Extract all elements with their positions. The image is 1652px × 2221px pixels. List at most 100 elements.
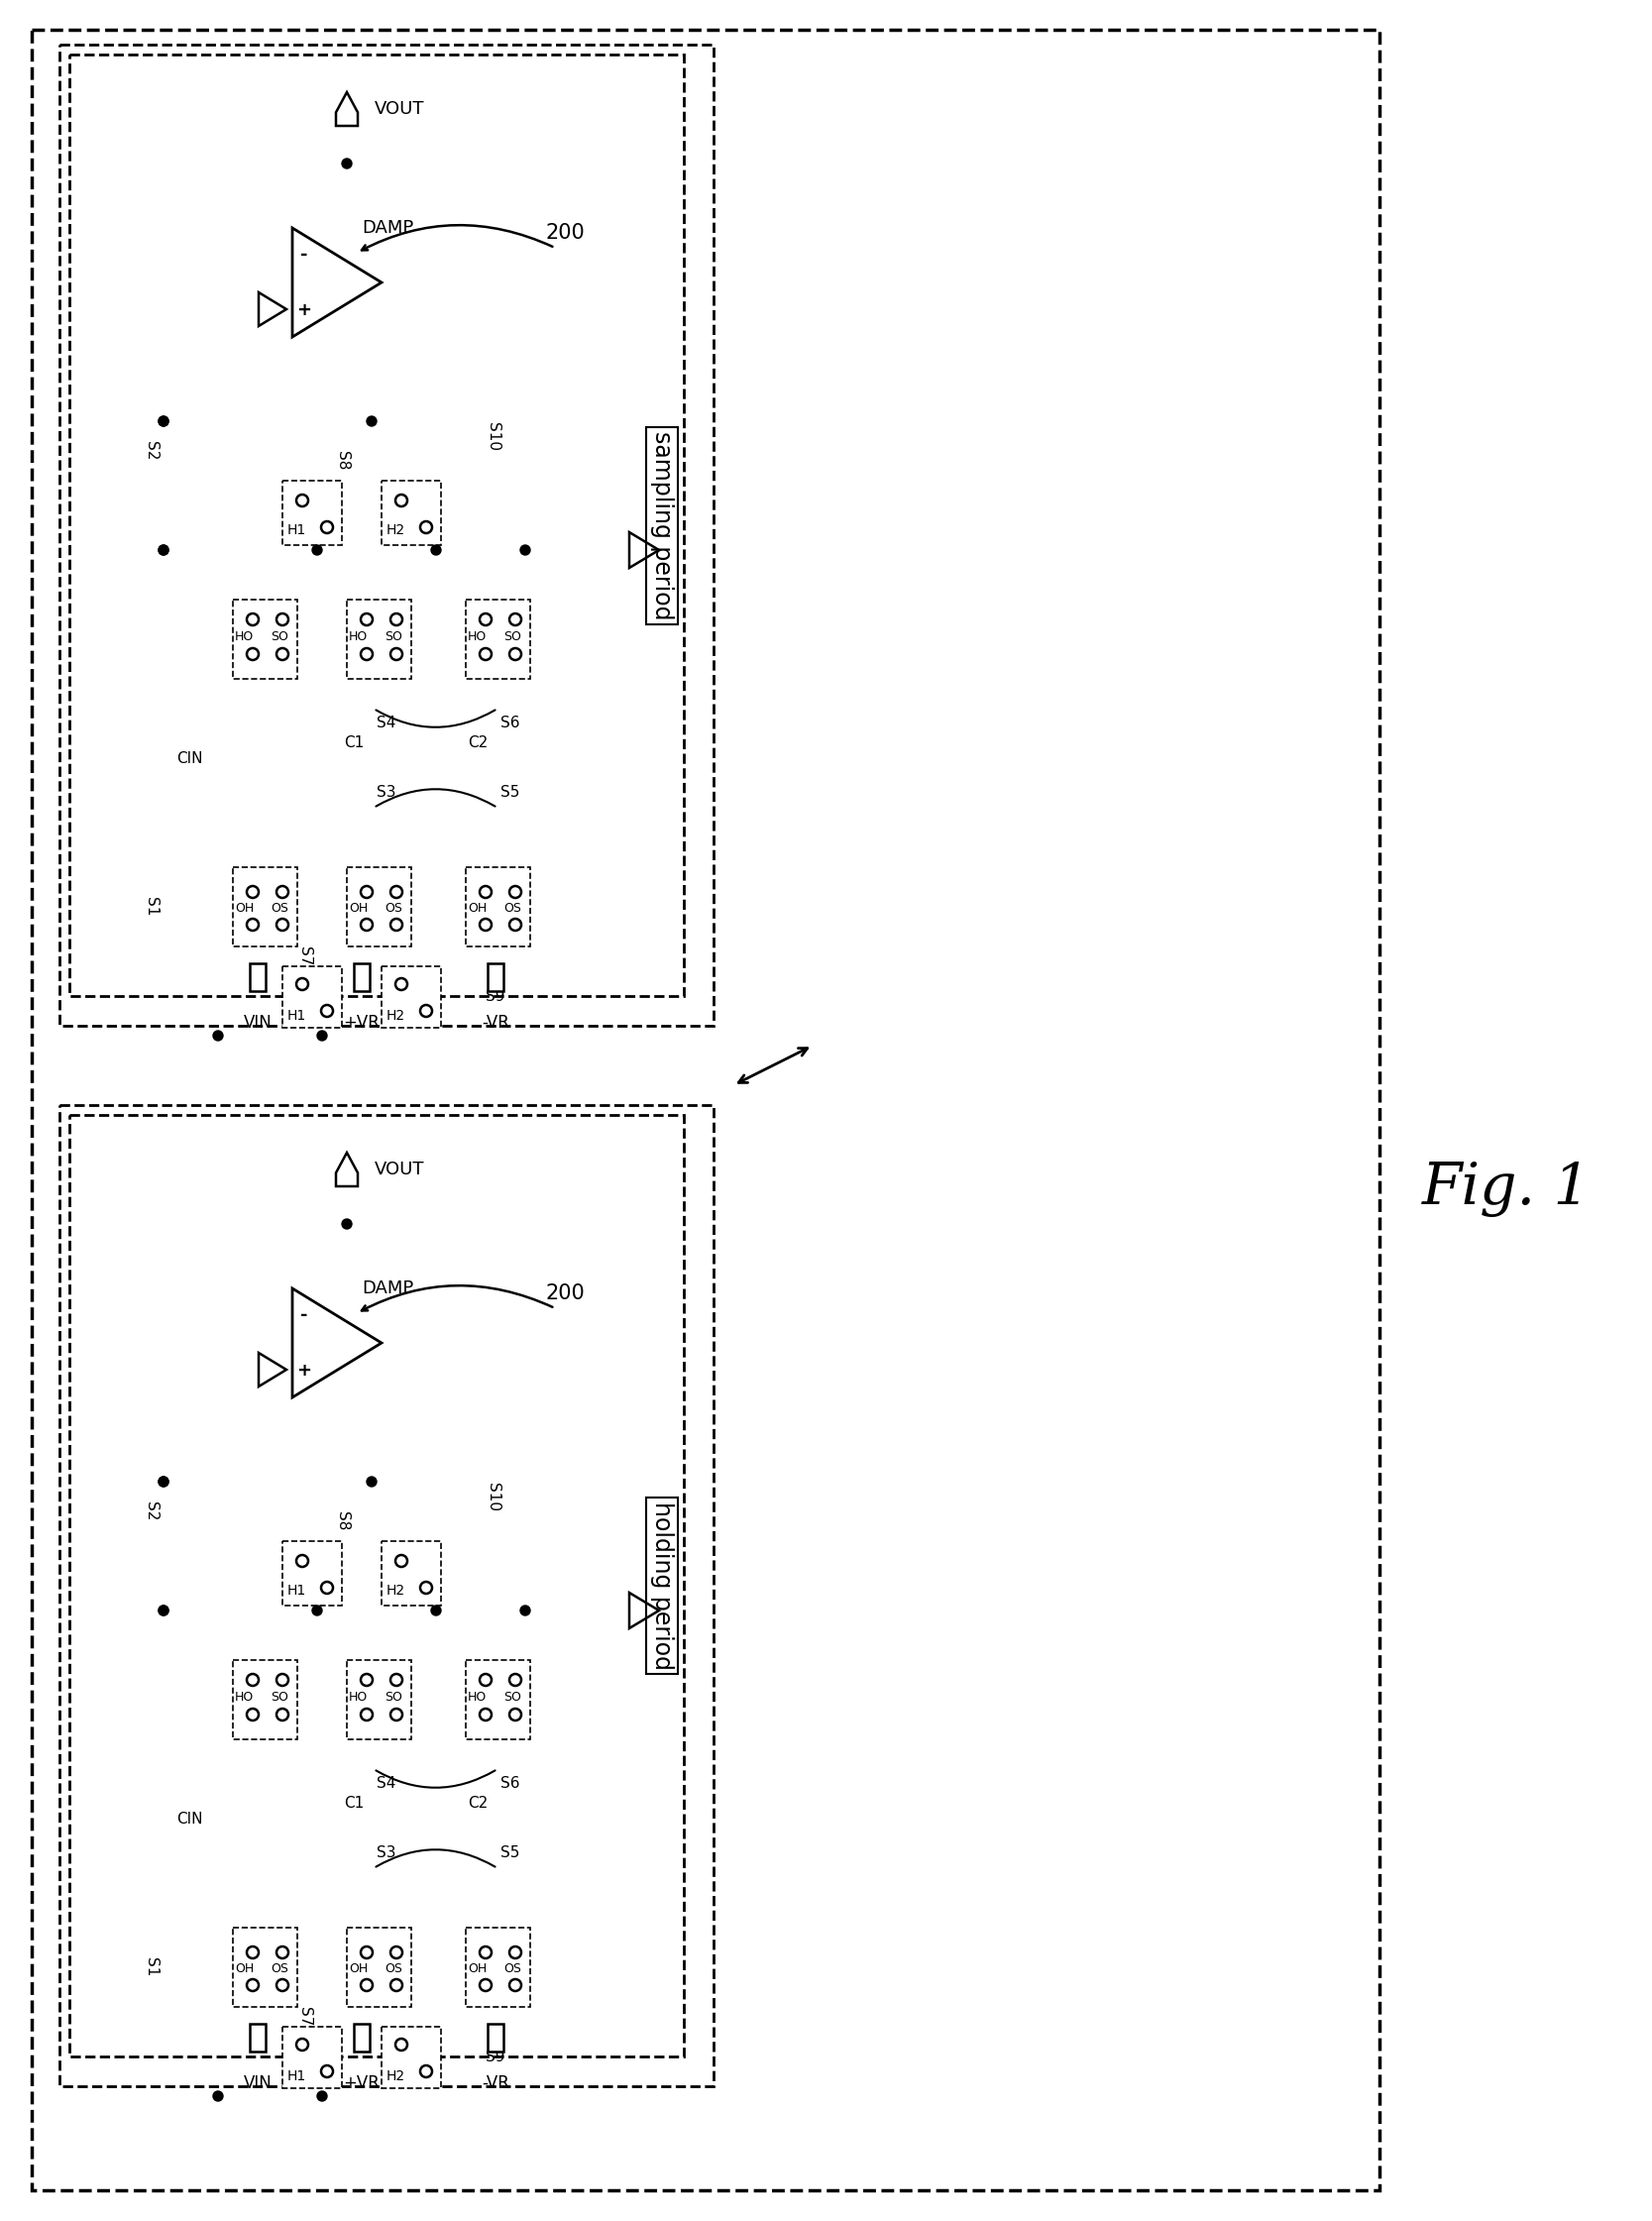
Text: OS: OS [271, 902, 287, 915]
Circle shape [320, 1004, 334, 1017]
Circle shape [479, 1946, 492, 1959]
Circle shape [509, 1675, 522, 1686]
Bar [233, 866, 297, 946]
Text: S3: S3 [377, 1846, 396, 1861]
Text: H1: H1 [287, 1008, 307, 1024]
Bar [249, 964, 266, 991]
Bar [233, 1659, 297, 1739]
Bar [69, 56, 684, 995]
Circle shape [479, 1979, 492, 1990]
Bar [382, 966, 441, 1028]
Bar [487, 2023, 504, 2052]
Circle shape [520, 1606, 530, 1615]
Text: S9: S9 [486, 988, 506, 1004]
Bar [69, 1115, 684, 2057]
Text: C1: C1 [344, 735, 363, 751]
Text: H1: H1 [287, 2070, 307, 2083]
Bar [347, 1928, 411, 2008]
Circle shape [276, 1946, 289, 1959]
Circle shape [479, 649, 492, 660]
Text: S9: S9 [486, 2050, 506, 2063]
Circle shape [312, 1606, 322, 1615]
Circle shape [276, 886, 289, 897]
Circle shape [276, 919, 289, 931]
Circle shape [420, 2066, 433, 2077]
Text: SO: SO [271, 631, 287, 642]
Text: -: - [301, 1306, 307, 1324]
Bar [382, 2028, 441, 2088]
Text: S7: S7 [297, 946, 312, 966]
Circle shape [246, 886, 259, 897]
Text: CIN: CIN [177, 1810, 203, 1826]
Circle shape [360, 1946, 373, 1959]
Text: H2: H2 [387, 2070, 405, 2083]
Circle shape [509, 1946, 522, 1959]
Circle shape [390, 919, 403, 931]
Text: H1: H1 [287, 1584, 307, 1597]
Text: +: + [297, 1361, 312, 1379]
Circle shape [312, 544, 322, 555]
Circle shape [320, 2066, 334, 2077]
Text: S4: S4 [377, 1777, 396, 1792]
Circle shape [479, 1675, 492, 1686]
Circle shape [360, 919, 373, 931]
Text: OH: OH [235, 1963, 254, 1977]
Text: S2: S2 [144, 442, 159, 460]
Text: 200: 200 [545, 222, 585, 242]
Text: SO: SO [271, 1690, 287, 1704]
Text: HO: HO [349, 1690, 368, 1704]
Bar [282, 966, 342, 1028]
Bar [487, 964, 504, 991]
Circle shape [420, 522, 433, 533]
Text: HO: HO [468, 631, 487, 642]
Circle shape [159, 1477, 169, 1486]
Text: DAMP: DAMP [362, 220, 413, 238]
Text: SO: SO [504, 1690, 520, 1704]
Bar [59, 1106, 714, 2086]
Text: S2: S2 [144, 1501, 159, 1521]
Circle shape [479, 919, 492, 931]
Circle shape [246, 919, 259, 931]
Text: DAMP: DAMP [362, 1279, 413, 1297]
Circle shape [367, 415, 377, 426]
Circle shape [520, 544, 530, 555]
Bar [59, 44, 714, 1026]
Circle shape [276, 613, 289, 626]
Circle shape [509, 1979, 522, 1990]
Circle shape [360, 1675, 373, 1686]
Text: OS: OS [385, 902, 401, 915]
Text: SO: SO [385, 631, 401, 642]
Text: VOUT: VOUT [375, 100, 425, 118]
Circle shape [390, 886, 403, 897]
Circle shape [276, 1708, 289, 1721]
Circle shape [276, 1675, 289, 1686]
Text: S8: S8 [334, 1513, 349, 1530]
Circle shape [317, 1031, 327, 1042]
Circle shape [276, 1979, 289, 1990]
Circle shape [276, 649, 289, 660]
Text: HO: HO [349, 631, 368, 642]
Text: +VR: +VR [344, 1013, 380, 1033]
Text: H2: H2 [387, 1584, 405, 1597]
Circle shape [390, 1675, 403, 1686]
Text: OS: OS [504, 1963, 520, 1977]
Text: -VR: -VR [482, 1013, 509, 1033]
Bar [282, 2028, 342, 2088]
Bar [347, 600, 411, 680]
Circle shape [420, 1581, 433, 1595]
Text: S5: S5 [501, 1846, 520, 1861]
Circle shape [390, 1708, 403, 1721]
Bar [233, 1928, 297, 2008]
Text: S10: S10 [486, 422, 501, 451]
Bar [466, 1659, 530, 1739]
Text: C2: C2 [468, 1797, 487, 1810]
Circle shape [420, 1004, 433, 1017]
Circle shape [479, 886, 492, 897]
Circle shape [509, 613, 522, 626]
Bar [466, 1928, 530, 2008]
Circle shape [395, 977, 408, 991]
Circle shape [390, 1946, 403, 1959]
Text: SO: SO [385, 1690, 401, 1704]
Circle shape [246, 613, 259, 626]
Circle shape [479, 613, 492, 626]
